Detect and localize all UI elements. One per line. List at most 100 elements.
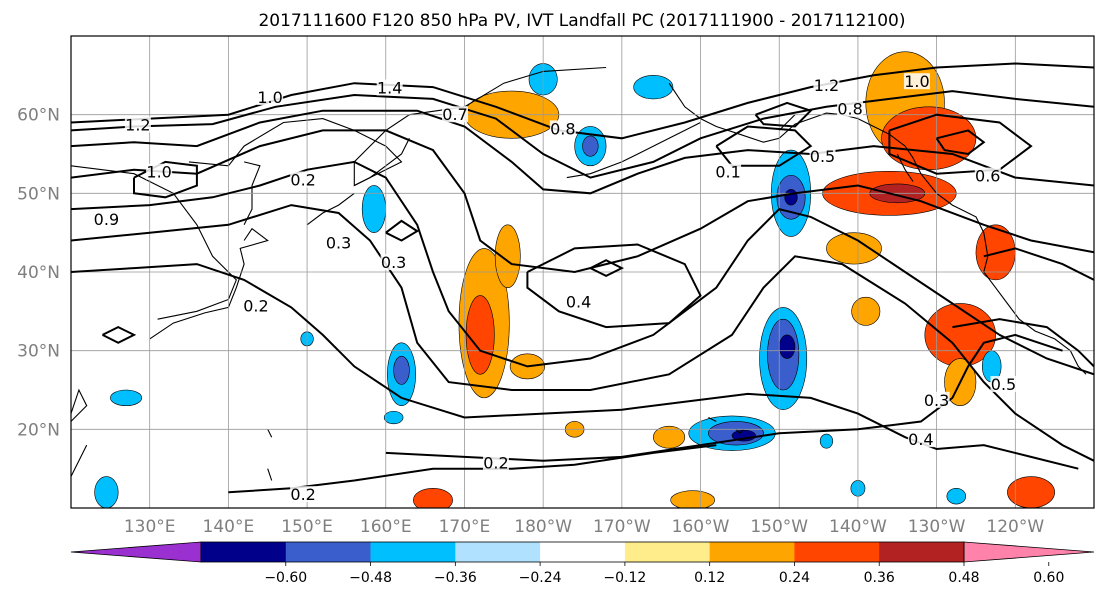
contour-label-bg	[974, 167, 1001, 184]
colorbar-tick-label: 0.48	[948, 570, 979, 586]
longitude-label: 140°E	[203, 517, 255, 537]
longitude-label: 130°W	[908, 517, 966, 537]
contour-label: 0.5	[991, 375, 1016, 394]
latitude-label: 30°N	[17, 342, 60, 362]
colorbar-outline	[200, 541, 965, 563]
contour-label: 0.3	[381, 253, 406, 272]
shaded-region	[582, 135, 599, 157]
pv-contour	[888, 113, 1033, 175]
longitude-label: 170°E	[439, 517, 491, 537]
contour-label: 0.2	[290, 485, 315, 504]
shaded-region	[1007, 476, 1055, 508]
contour-label: 0.3	[326, 233, 351, 252]
shaded-region	[633, 75, 674, 100]
colorbar-segment	[794, 542, 880, 562]
shaded-region	[670, 490, 715, 508]
shaded-region	[881, 106, 977, 171]
longitude-label: 160°E	[360, 517, 412, 537]
map-area: 1.4 1.0 0.7 1.2 1.0 0.2 0.9 0.3 0.3 0.2 0.4 0.8 0.1 0…	[71, 36, 1094, 508]
colorbar-extend-max	[963, 541, 1095, 563]
contour-label-bg	[482, 454, 509, 471]
shaded-region	[465, 295, 495, 375]
colorbar-segment	[879, 542, 965, 562]
pv-contour	[952, 318, 1094, 368]
shaded-region	[393, 355, 410, 385]
coastline	[267, 429, 273, 438]
contour-label: 0.2	[243, 296, 268, 315]
coastline-layer	[71, 66, 1087, 481]
coastline	[149, 227, 269, 340]
contour-label-bg	[242, 297, 269, 314]
contour-label: 0.3	[924, 391, 949, 410]
shaded-region	[784, 189, 798, 206]
colorbar-tick-label: −0.48	[349, 570, 392, 586]
contour-label: 1.0	[904, 72, 929, 91]
graticule-layer	[71, 36, 1094, 508]
shaded-region	[946, 488, 967, 505]
contour-label-bg	[907, 431, 934, 448]
longitude-label: 150°W	[750, 517, 808, 537]
contour-label: 1.4	[377, 78, 402, 97]
colorbar-tick-label: −0.24	[519, 570, 562, 586]
contour-label: 0.4	[908, 430, 933, 449]
longitude-axis: 130°E 140°E 150°E 160°E 170°E 180°W 170°W 160°W…	[124, 517, 1045, 537]
coastline	[267, 468, 273, 481]
coastline	[735, 428, 745, 435]
contour-label-bg	[257, 88, 284, 105]
coastline	[566, 122, 701, 179]
contour-label-bg	[290, 171, 317, 188]
contour-label: 0.5	[810, 147, 835, 166]
colorbar-tick-label: −0.60	[264, 570, 307, 586]
contour-label-bg	[442, 106, 469, 123]
shaded-region	[383, 410, 404, 425]
pv-contour	[71, 204, 1094, 462]
shaded-region	[110, 389, 143, 407]
contour-label-bg	[549, 120, 576, 137]
latitude-label: 40°N	[17, 263, 60, 283]
colorbar-extend-min	[70, 541, 202, 563]
contour-label-bg	[903, 73, 930, 90]
contour-label-bg	[813, 77, 840, 94]
contour-label: 1.0	[146, 163, 171, 182]
contour-label-bg	[990, 376, 1017, 393]
contour-label-bg	[923, 391, 950, 408]
pv-contour	[526, 243, 702, 329]
shaded-region	[819, 433, 834, 449]
contour-label: 1.0	[257, 88, 282, 107]
longitude-label: 170°W	[593, 517, 651, 537]
pv-contour	[754, 101, 813, 128]
contour-label: 0.9	[94, 210, 119, 229]
contour-label: 0.6	[975, 167, 1000, 186]
longitude-label: 120°W	[986, 517, 1044, 537]
pv-contour	[385, 219, 420, 242]
coastline	[71, 165, 237, 320]
longitude-label: 150°E	[281, 517, 333, 537]
contour-label-layer: 1.4 1.0 0.7 1.2 1.0 0.2 0.9 0.3 0.3 0.2 0.4 0.8 0.1 0…	[93, 72, 1017, 504]
colorbar-segment	[455, 542, 541, 562]
colorbar-tick-label: 0.12	[694, 570, 725, 586]
latitude-axis: 60°N 50°N 40°N 30°N 20°N	[17, 106, 60, 441]
contour-label: 1.2	[814, 76, 839, 95]
colorbar-segment	[624, 542, 710, 562]
longitude-label: 130°E	[124, 517, 176, 537]
colorbar-segment	[370, 542, 456, 562]
colorbar-tick-label: 0.36	[864, 570, 895, 586]
pv-contour	[71, 109, 1094, 195]
shaded-region	[826, 232, 882, 265]
pv-contour	[133, 160, 198, 199]
colorbar: −0.60 −0.48 −0.36 −0.24 −0.12 0.12 0.24 0.36 0.4…	[70, 541, 1095, 586]
colorbar-tick-label: 0.60	[1033, 570, 1064, 586]
longitude-label: 180°W	[514, 517, 572, 537]
latitude-label: 60°N	[17, 106, 60, 126]
colorbar-tick-label: −0.36	[434, 570, 477, 586]
coastline	[778, 114, 796, 131]
coastline	[708, 417, 717, 422]
contour-label-bg	[809, 147, 836, 164]
contour-label: 1.2	[125, 115, 150, 134]
latitude-label: 50°N	[17, 184, 60, 204]
contour-label: 0.7	[442, 105, 467, 124]
map-title: 2017111600 F120 850 hPa PV, IVT Landfall…	[258, 11, 905, 31]
map-frame	[70, 35, 1095, 509]
colorbar-segment	[201, 542, 287, 562]
